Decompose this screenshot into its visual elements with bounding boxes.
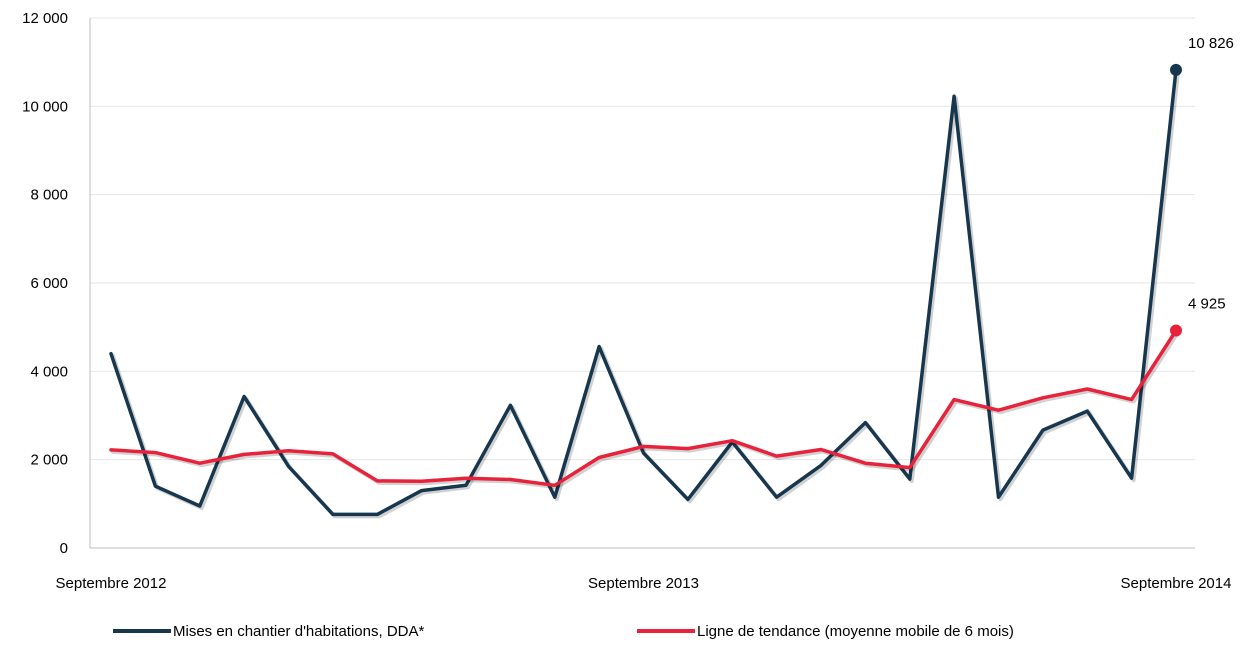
- x-tick-label: Septembre 2013: [588, 575, 699, 592]
- data-labels: 10 826 4 925: [1188, 35, 1234, 313]
- y-tick-label: 4 000: [30, 363, 68, 380]
- series-line-tendance: [109, 328, 1178, 488]
- series-lines: [109, 63, 1182, 519]
- x-tick-label: Septembre 2014: [1121, 575, 1232, 592]
- series-end-marker: [1170, 63, 1182, 76]
- y-tick-label: 8 000: [30, 187, 68, 204]
- y-tick-label: 2 000: [30, 452, 68, 469]
- y-tick-label: 10 000: [22, 98, 68, 115]
- data-label: 4 925: [1188, 295, 1226, 312]
- series-line-mises-en-chantier: [109, 68, 1178, 517]
- data-label: 10 826: [1188, 35, 1234, 52]
- gridlines: [90, 17, 1195, 461]
- y-tick-label: 0: [60, 540, 68, 557]
- legend: Mises en chantier d'habitations, DDA* Lig…: [113, 623, 1014, 640]
- x-tick-label: Septembre 2012: [56, 575, 167, 592]
- series-line-shadow: [111, 330, 1180, 490]
- series-end-marker: [1170, 324, 1182, 337]
- legend-label: Ligne de tendance (moyenne mobile de 6 m…: [697, 623, 1014, 640]
- y-tick-label: 6 000: [30, 275, 68, 292]
- y-tick-label: 12 000: [22, 10, 68, 27]
- axes: 0 2 000 4 000 6 000 8 000 10 000 12 000 Septemb…: [22, 10, 1231, 592]
- legend-label: Mises en chantier d'habitations, DDA*: [173, 623, 424, 640]
